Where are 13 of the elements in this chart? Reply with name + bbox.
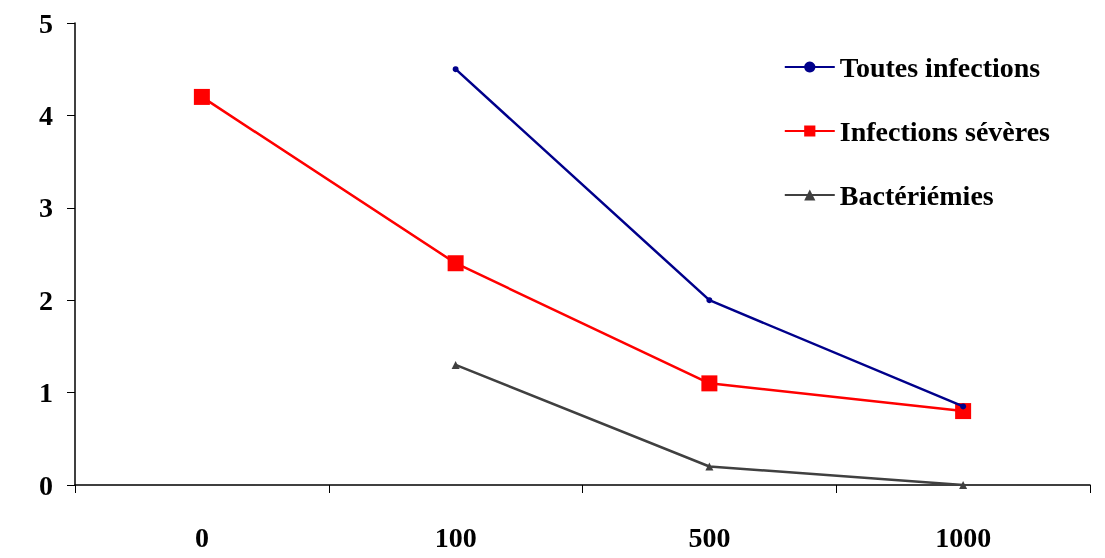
legend-label: Toutes infections	[839, 51, 1041, 83]
x-tick-label: 1000	[935, 521, 992, 553]
y-tick-label: 2	[39, 284, 53, 316]
x-tick-label: 500	[688, 521, 731, 553]
y-tick-label: 5	[39, 7, 53, 39]
legend-label: Bactériémies	[839, 179, 994, 211]
y-tick-label: 4	[39, 99, 53, 131]
legend-label: Infections sévères	[839, 115, 1051, 147]
y-tick-label: 3	[39, 192, 53, 224]
x-tick-label: 100	[434, 521, 477, 553]
y-tick-label: 1	[39, 377, 53, 409]
y-tick-label: 0	[39, 469, 53, 501]
x-tick-label: 0	[194, 521, 209, 553]
